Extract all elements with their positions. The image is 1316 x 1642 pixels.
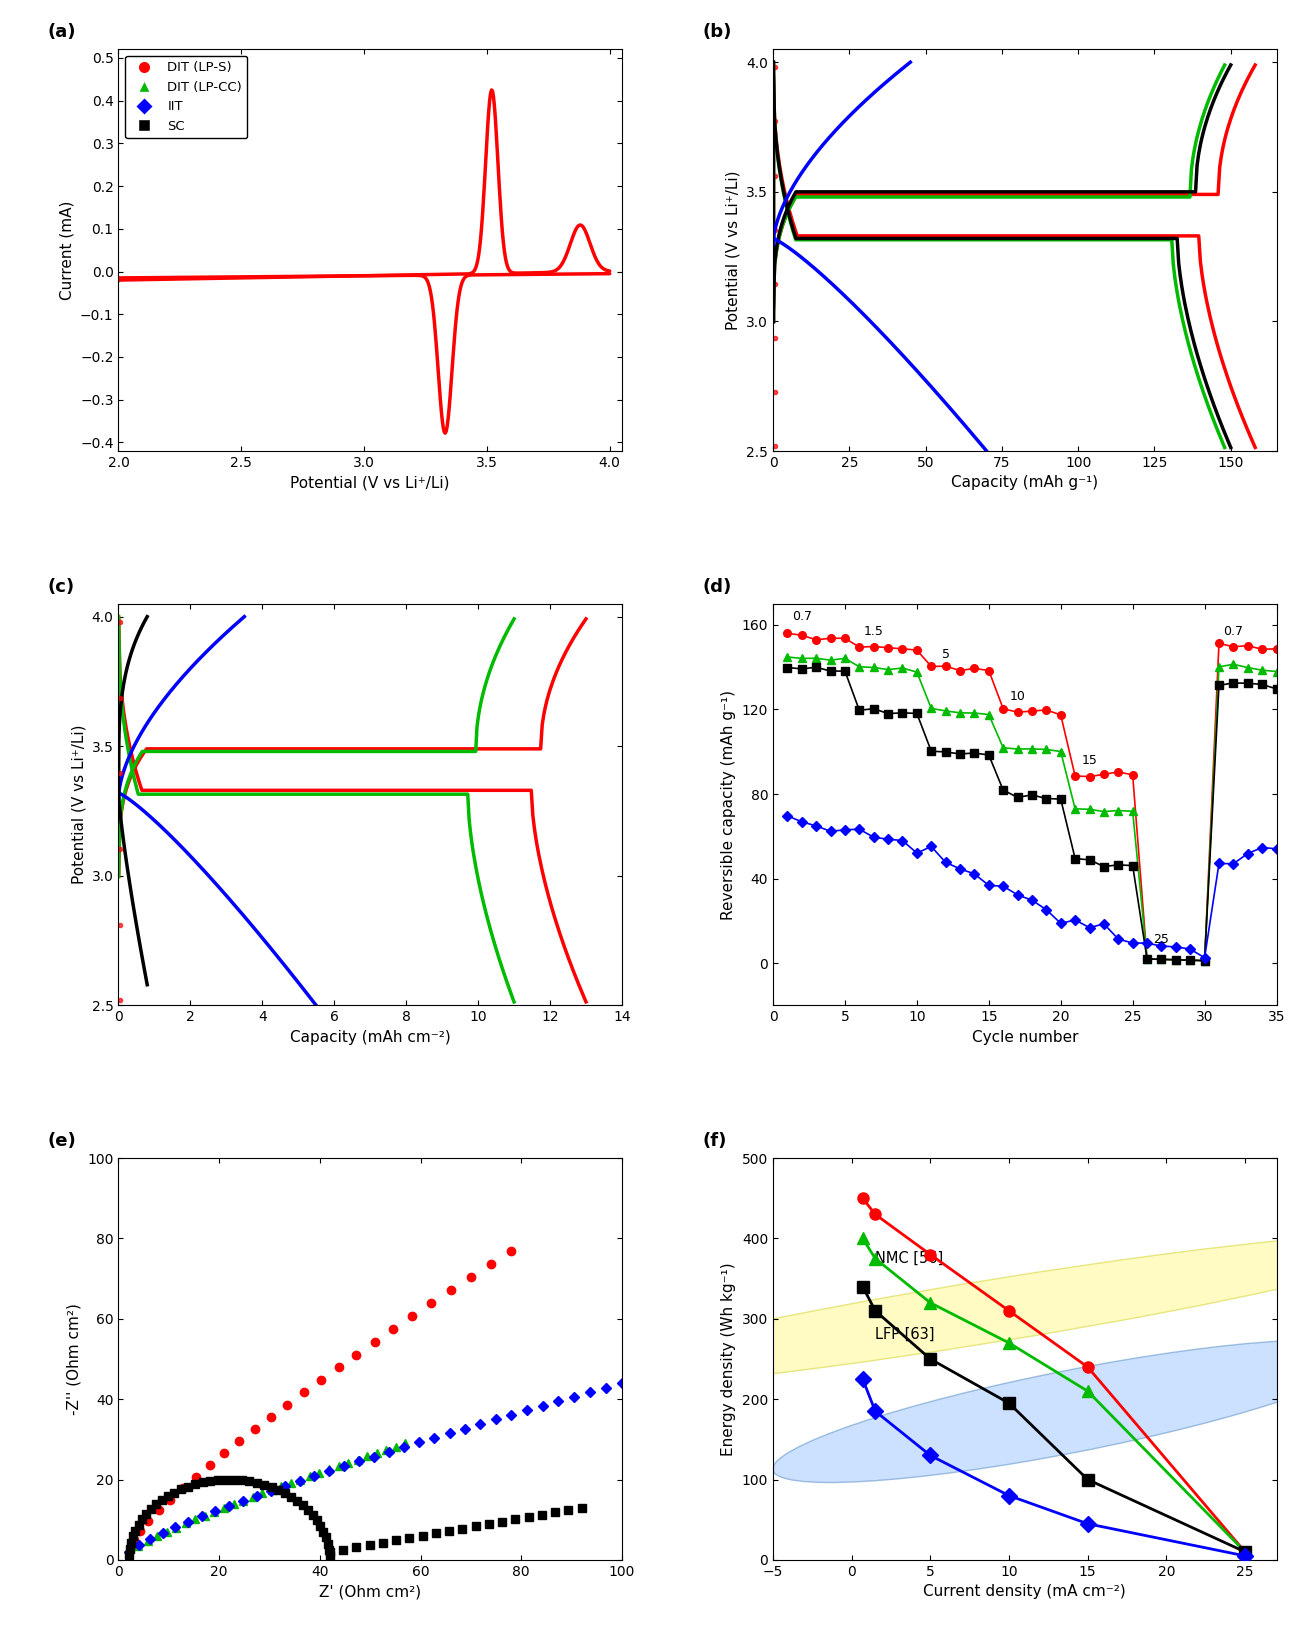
X-axis label: Capacity (mAh g⁻¹): Capacity (mAh g⁻¹) bbox=[951, 476, 1099, 491]
Y-axis label: -Z'' (Ohm cm²): -Z'' (Ohm cm²) bbox=[67, 1304, 82, 1415]
Y-axis label: Potential (V vs Li⁺/Li): Potential (V vs Li⁺/Li) bbox=[725, 171, 741, 330]
Y-axis label: Current (mA): Current (mA) bbox=[59, 200, 75, 300]
X-axis label: Capacity (mAh cm⁻²): Capacity (mAh cm⁻²) bbox=[290, 1030, 450, 1044]
Text: LFP [63]: LFP [63] bbox=[875, 1327, 934, 1342]
Text: (e): (e) bbox=[47, 1131, 76, 1149]
X-axis label: Potential (V vs Li⁺/Li): Potential (V vs Li⁺/Li) bbox=[291, 476, 450, 491]
Legend: DIT (LP-S), DIT (LP-CC), IIT, SC: DIT (LP-S), DIT (LP-CC), IIT, SC bbox=[125, 56, 247, 138]
Text: (c): (c) bbox=[47, 578, 75, 596]
Text: (b): (b) bbox=[703, 23, 732, 41]
Text: 15: 15 bbox=[1082, 754, 1098, 767]
X-axis label: Z' (Ohm cm²): Z' (Ohm cm²) bbox=[320, 1585, 421, 1599]
Text: 10: 10 bbox=[1009, 690, 1025, 703]
Text: 1.5: 1.5 bbox=[863, 624, 883, 637]
Text: (a): (a) bbox=[47, 23, 76, 41]
Text: NMC [56]: NMC [56] bbox=[875, 1251, 944, 1266]
X-axis label: Current density (mA cm⁻²): Current density (mA cm⁻²) bbox=[924, 1585, 1126, 1599]
Ellipse shape bbox=[772, 1340, 1316, 1483]
X-axis label: Cycle number: Cycle number bbox=[971, 1030, 1078, 1044]
Text: 25: 25 bbox=[1154, 933, 1170, 946]
Y-axis label: Energy density (Wh kg⁻¹): Energy density (Wh kg⁻¹) bbox=[721, 1263, 736, 1456]
Text: 5: 5 bbox=[942, 649, 950, 660]
Text: (d): (d) bbox=[703, 578, 732, 596]
Text: 0.7: 0.7 bbox=[792, 609, 812, 622]
Text: (f): (f) bbox=[703, 1131, 726, 1149]
Y-axis label: Potential (V vs Li⁺/Li): Potential (V vs Li⁺/Li) bbox=[71, 724, 86, 885]
Y-axis label: Reversible capacity (mAh g⁻¹): Reversible capacity (mAh g⁻¹) bbox=[721, 690, 736, 920]
Ellipse shape bbox=[553, 1233, 1316, 1389]
Text: 0.7: 0.7 bbox=[1224, 624, 1244, 637]
